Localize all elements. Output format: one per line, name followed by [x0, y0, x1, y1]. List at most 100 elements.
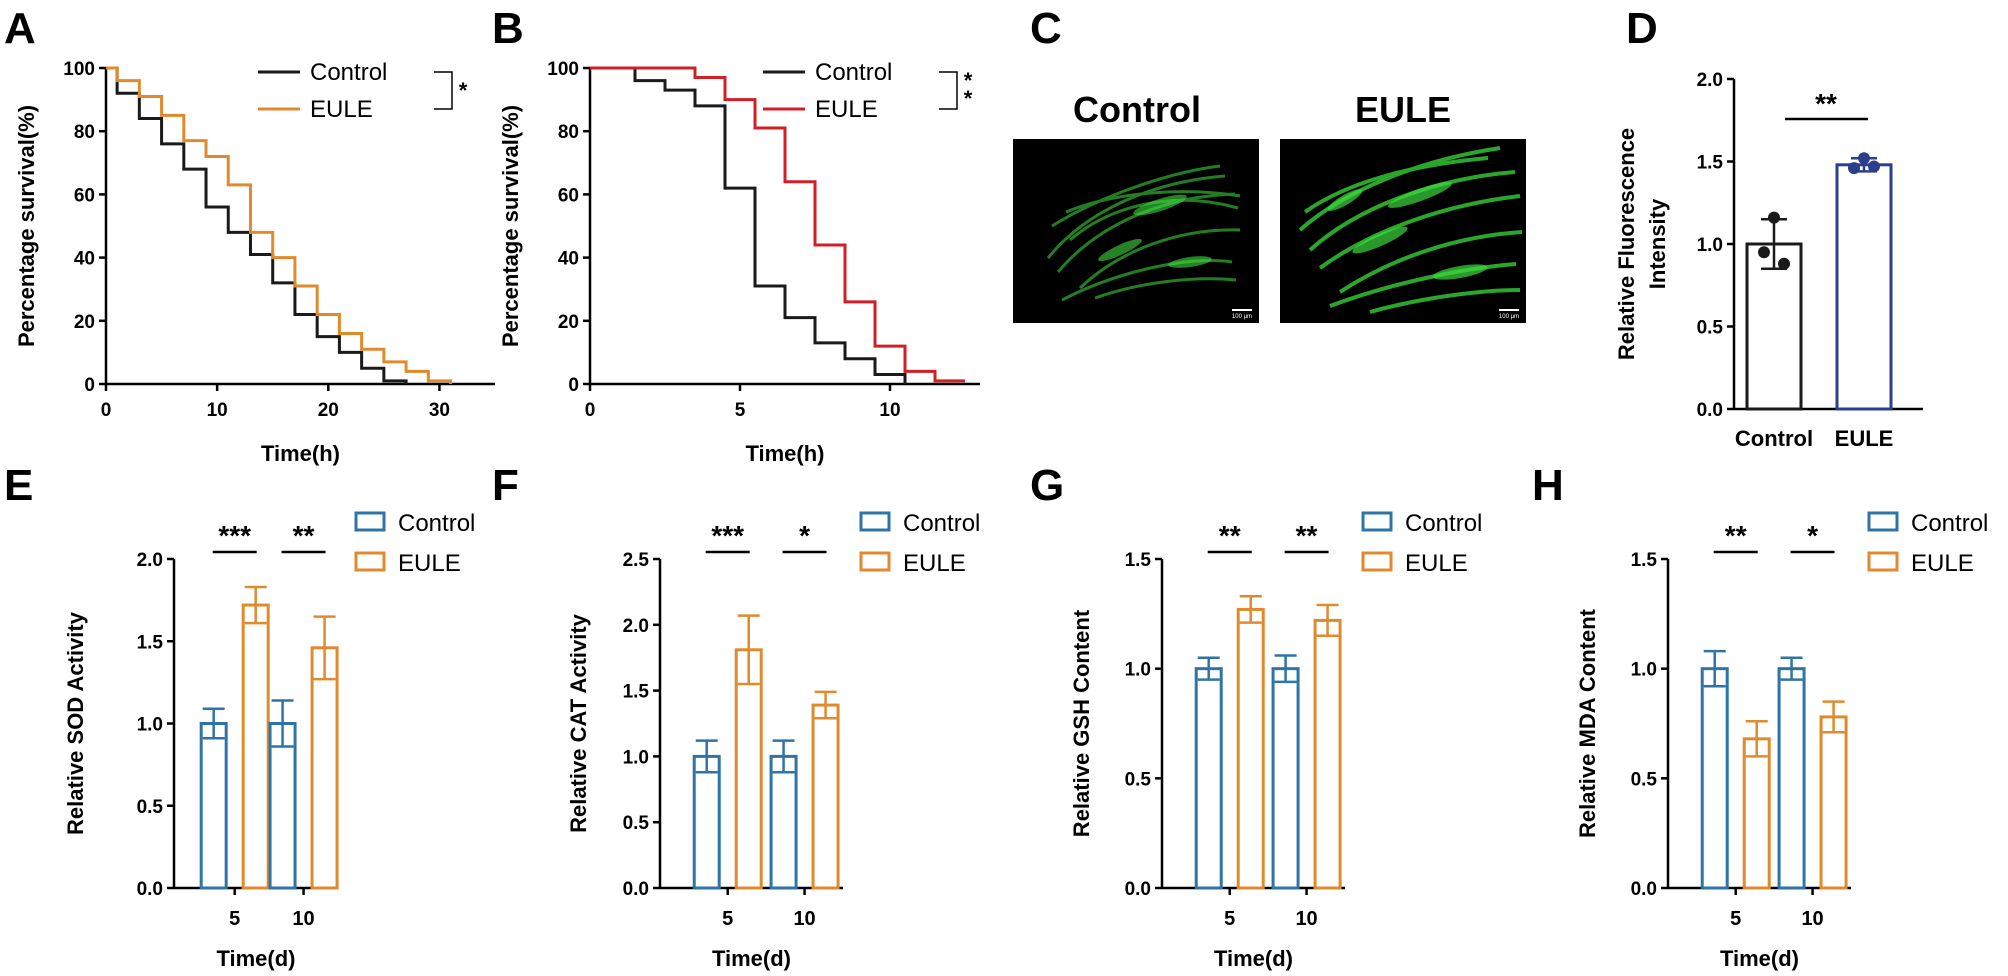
panel-d-bar-eule	[1835, 163, 1893, 411]
panel-d-data-point-control	[1778, 257, 1790, 270]
panel-f-y-axis-title: Relative CAT Activity	[566, 613, 591, 833]
panel-b-legend-label-control: Control	[815, 59, 892, 86]
panel-f-bar-control-day-10	[769, 754, 798, 890]
panel-f-y-tick-label: 2.5	[623, 550, 650, 571]
panel-b-y-tick-label: 60	[558, 185, 579, 206]
panel-d-data-point-eule	[1868, 160, 1880, 173]
panel-e-bar-control-day-10	[268, 722, 297, 890]
panel-a-y-tick-label: 0	[84, 375, 95, 396]
panel-h-y-axis-title: Relative MDA Content	[1575, 608, 1600, 838]
panel-f-y-tick-label: 1.0	[623, 747, 649, 768]
panel-f-legend-label-control: Control	[903, 510, 980, 537]
panel-b-significance-label: *	[964, 68, 973, 93]
panel-h-y-tick-label: 0.0	[1631, 879, 1657, 900]
panel-b-x-axis-title: Time(h)	[745, 441, 824, 466]
panel-g-bar-eule-day-10	[1313, 618, 1342, 890]
panel-h-bar-eule-day-10	[1819, 715, 1848, 890]
panel-b-x-tick-label: 0	[585, 400, 596, 421]
panel-g-bar-control-day-5	[1194, 667, 1223, 890]
panel-e-bar-control-day-5	[199, 722, 228, 890]
panel-e-x-tick-label: 5	[229, 908, 240, 930]
panel-g-bar-eule-day-5	[1236, 607, 1265, 890]
panel-a-x-tick-label: 0	[101, 400, 112, 421]
panel-g-y-tick-label: 0.0	[1125, 879, 1151, 900]
panel-e-legend-label-control: Control	[398, 510, 475, 537]
panel-label-a: A	[4, 4, 36, 53]
panel-label-f: F	[492, 461, 519, 510]
panel-f-bar-eule-day-5	[734, 648, 763, 890]
panel-d-y-tick-label: 0.0	[1697, 400, 1723, 421]
panel-a-legend-label-control: Control	[310, 59, 387, 86]
panel-f-significance-label: *	[799, 520, 810, 551]
panel-e-x-axis-title: Time(d)	[216, 946, 295, 971]
panel-a-legend-label-eule: EULE	[310, 96, 373, 123]
panel-f-significance-label: ***	[711, 520, 744, 551]
panel-h-bar-eule-day-5	[1742, 737, 1771, 890]
panel-a-y-tick-label: 40	[74, 249, 95, 270]
panel-h-legend-swatch-eule	[1867, 551, 1899, 572]
panel-f-y-tick-label: 2.0	[623, 616, 649, 637]
panel-d-data-point-eule	[1848, 162, 1860, 175]
panel-b-legend-label-eule: EULE	[815, 96, 878, 123]
panel-d-data-point-control	[1768, 211, 1780, 224]
micrograph-control: 100 μm	[1013, 139, 1259, 323]
panel-b-x-tick-label: 5	[735, 400, 746, 421]
panel-c: Control EULE 100 μm	[1013, 89, 1526, 323]
panel-label-c: C	[1030, 4, 1062, 53]
panel-h-y-tick-label: 1.5	[1631, 550, 1658, 571]
panel-b-significance-bracket	[939, 71, 958, 110]
panel-g-legend-label-eule: EULE	[1405, 550, 1468, 577]
panel-e-legend-swatch-eule	[354, 551, 386, 572]
panel-f-x-axis-title: Time(d)	[712, 946, 791, 971]
panel-g-y-tick-label: 0.5	[1125, 769, 1152, 790]
panel-a-y-tick-label: 100	[63, 59, 95, 80]
scale-bar-label-control: 100 μm	[1232, 314, 1252, 320]
panel-g-legend-swatch-eule	[1361, 551, 1393, 572]
panel-d-significance-label: **	[1815, 88, 1837, 119]
panel-f-x-tick-label: 10	[793, 908, 815, 930]
panel-d-x-tick-label: Control	[1735, 426, 1813, 451]
panel-e-y-axis-title: Relative SOD Activity	[63, 611, 88, 835]
panel-f-bar-eule-day-10	[811, 703, 840, 890]
panel-h-bar-control-day-10	[1777, 667, 1806, 890]
panel-a-significance-label: *	[459, 78, 468, 103]
scale-bar-label-eule: 100 μm	[1499, 314, 1519, 320]
panel-d-y-tick-label: 1.5	[1697, 153, 1724, 174]
panel-h-legend-label-eule: EULE	[1911, 550, 1974, 577]
panel-d-y-axis-title-line2: Intensity	[1645, 198, 1670, 289]
panel-a-y-tick-label: 20	[74, 312, 95, 333]
panel-e-x-tick-label: 10	[292, 908, 314, 930]
panel-g-bar-control-day-10	[1271, 667, 1300, 890]
panel-d-data-point-control	[1758, 246, 1770, 259]
panel-b-y-tick-label: 100	[547, 59, 579, 80]
panel-label-b: B	[492, 4, 524, 53]
panel-label-g: G	[1030, 461, 1064, 510]
panel-label-h: H	[1532, 461, 1564, 510]
panel-h-significance-label: **	[1725, 520, 1747, 551]
panel-g-significance-label: **	[1296, 520, 1318, 551]
panel-g-legend-label-control: Control	[1405, 510, 1482, 537]
panel-g-x-tick-label: 10	[1295, 908, 1317, 930]
panel-a-y-tick-label: 60	[74, 185, 95, 206]
panel-f-legend-label-eule: EULE	[903, 550, 966, 577]
panel-e-y-tick-label: 2.0	[137, 550, 163, 571]
panel-b-series-eule-line	[590, 66, 965, 383]
panel-b-significance-label: *	[964, 86, 973, 111]
micrograph-eule: 100 μm	[1280, 139, 1526, 323]
panel-h-y-tick-label: 1.0	[1631, 660, 1657, 681]
panel-label-e: E	[4, 461, 33, 510]
panel-h-x-tick-label: 10	[1801, 908, 1823, 930]
panel-d-y-axis-title: Relative Fluorescence	[1614, 128, 1639, 360]
panel-g-x-tick-label: 5	[1224, 908, 1235, 930]
panel-f-y-tick-label: 0.5	[623, 813, 650, 834]
panel-d-x-tick-label: EULE	[1835, 426, 1894, 451]
panel-g-significance-label: **	[1219, 520, 1241, 551]
micrograph-title-eule: EULE	[1355, 89, 1451, 130]
panel-a-x-axis-title: Time(h)	[261, 441, 340, 466]
panel-e-bar-eule-day-5	[241, 603, 270, 890]
panel-f-y-tick-label: 1.5	[623, 682, 650, 703]
panel-e-bar-eule-day-10	[310, 646, 339, 890]
panel-b-y-tick-label: 0	[568, 375, 579, 396]
panel-d-data-point-eule	[1858, 152, 1870, 165]
